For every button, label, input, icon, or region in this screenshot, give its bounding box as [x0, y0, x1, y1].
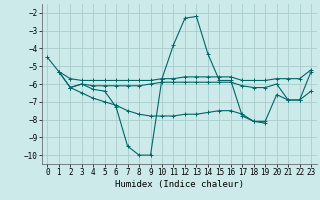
X-axis label: Humidex (Indice chaleur): Humidex (Indice chaleur)	[115, 180, 244, 189]
